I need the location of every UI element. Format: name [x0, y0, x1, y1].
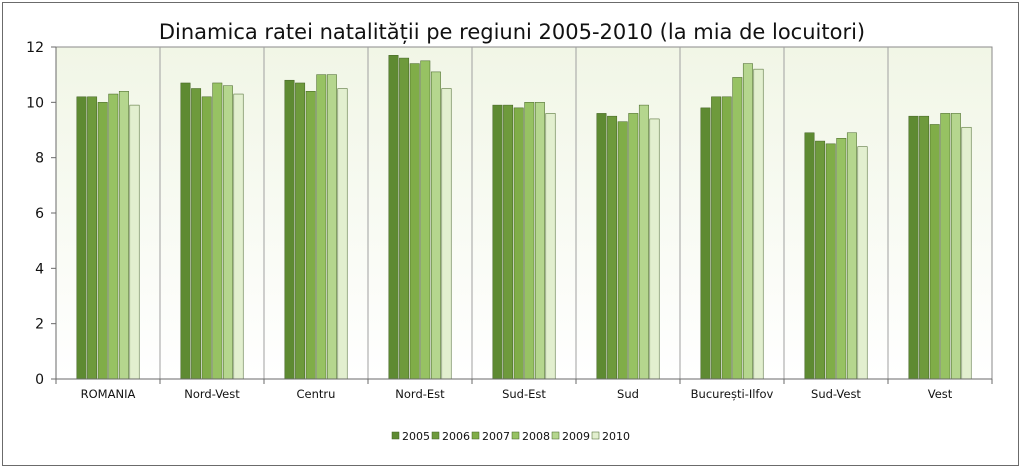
bar-2009 — [846, 132, 857, 380]
bar-2007 — [825, 143, 836, 380]
bar-2007 — [305, 91, 316, 380]
bar-2008 — [628, 113, 639, 380]
x-tick-label: Sud-Vest — [811, 387, 861, 401]
legend-label-2010: 2010 — [602, 430, 630, 443]
bar-2006 — [87, 96, 98, 380]
bar-2007 — [201, 96, 212, 380]
bar-2008 — [940, 113, 951, 380]
bar-2005 — [388, 55, 399, 380]
bar-2010 — [233, 93, 244, 380]
bar-2005 — [284, 79, 295, 380]
y-tick-label: 4 — [35, 261, 44, 277]
bar-2010 — [857, 146, 868, 380]
legend-label-2005: 2005 — [402, 430, 430, 443]
bar-2007 — [97, 102, 108, 380]
bar-2009 — [742, 63, 753, 380]
legend-label-2009: 2009 — [562, 430, 590, 443]
x-axis: ROMANIA Nord-Vest Centru Nord-Est Sud-Est Sud… — [55, 378, 993, 401]
bar-2006 — [815, 140, 826, 380]
x-tick-label: Nord-Est — [395, 387, 445, 401]
legend-swatch-2010 — [591, 431, 600, 440]
bar-2008 — [524, 102, 535, 380]
bar-2009 — [950, 113, 961, 380]
legend-swatch-2006 — [431, 431, 440, 440]
bar-2010 — [337, 88, 348, 380]
bar-2005 — [492, 104, 503, 380]
bar-2008 — [108, 93, 119, 380]
legend-label-2006: 2006 — [442, 430, 470, 443]
x-tick-label: Sud — [617, 387, 639, 401]
y-tick-label: 2 — [35, 317, 44, 333]
y-axis: 0 2 4 6 8 10 12 — [26, 40, 57, 388]
bar-2010 — [649, 118, 660, 380]
bar-2006 — [711, 96, 722, 380]
x-tick-label: ROMANIA — [81, 387, 136, 401]
bar-2006 — [607, 115, 618, 380]
x-tick-label: Nord-Vest — [184, 387, 240, 401]
bar-2010 — [129, 104, 140, 380]
bar-2009 — [222, 85, 233, 380]
bar-2008 — [316, 74, 327, 380]
plot-area — [55, 46, 993, 380]
y-tick-label: 0 — [35, 372, 44, 388]
bar-2006 — [295, 82, 306, 380]
bar-2007 — [617, 121, 628, 380]
bar-2008 — [732, 77, 743, 380]
legend-label-2008: 2008 — [522, 430, 550, 443]
bar-2005 — [908, 115, 919, 380]
bar-2007 — [929, 124, 940, 380]
bar-2005 — [804, 132, 815, 380]
legend-swatch-2008 — [511, 431, 520, 440]
legend: 2005 2006 2007 2008 2009 2010 — [391, 430, 630, 443]
bar-2005 — [700, 107, 711, 380]
bar-2006 — [503, 104, 514, 380]
bar-2007 — [409, 63, 420, 380]
x-tick-label: București-Ilfov — [691, 387, 774, 401]
y-tick-label: 10 — [26, 95, 44, 111]
bar-2009 — [534, 102, 545, 380]
bar-2010 — [441, 88, 452, 380]
bar-2006 — [191, 88, 202, 380]
bar-2005 — [76, 96, 87, 380]
x-tick-label: Centru — [297, 387, 336, 401]
bar-2009 — [118, 91, 129, 380]
chart-title: Dinamica ratei natalității pe regiuni 20… — [159, 20, 865, 44]
bar-2006 — [919, 115, 930, 380]
y-tick-label: 8 — [35, 151, 44, 167]
x-tick-label: Sud-Est — [502, 387, 546, 401]
bar-2009 — [638, 104, 649, 380]
bar-2005 — [180, 82, 191, 380]
bar-2010 — [753, 68, 764, 380]
y-tick-label: 6 — [35, 206, 44, 222]
bars — [76, 55, 972, 380]
x-tick-label: Vest — [928, 387, 953, 401]
bar-2008 — [420, 60, 431, 380]
legend-swatch-2007 — [471, 431, 480, 440]
bar-2008 — [212, 82, 223, 380]
bar-2007 — [721, 96, 732, 380]
legend-label-2007: 2007 — [482, 430, 510, 443]
legend-swatch-2005 — [391, 431, 400, 440]
bar-2008 — [836, 138, 847, 380]
bar-2009 — [326, 74, 337, 380]
bar-2007 — [513, 107, 524, 380]
bar-2010 — [961, 126, 972, 380]
y-tick-label: 12 — [26, 40, 44, 56]
bar-2009 — [430, 71, 441, 380]
bar-2005 — [596, 113, 607, 380]
legend-swatch-2009 — [551, 431, 560, 440]
bar-2010 — [545, 113, 556, 380]
bar-2006 — [399, 57, 410, 380]
category-separators — [159, 47, 889, 379]
